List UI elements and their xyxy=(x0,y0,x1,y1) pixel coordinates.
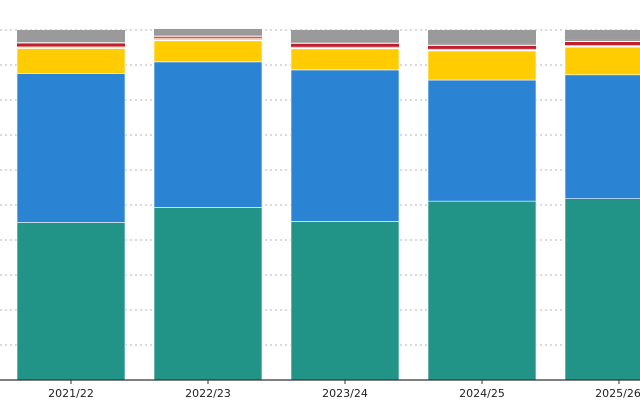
bar-segment xyxy=(291,43,399,47)
bar-segment xyxy=(291,30,399,42)
bar-segment xyxy=(291,42,399,44)
bar-segment xyxy=(17,42,125,44)
bar-segment xyxy=(17,47,125,49)
bar-segment xyxy=(16,73,126,223)
x-tick-label: 2023/24 xyxy=(322,387,368,400)
bar-segment xyxy=(428,43,536,45)
bar-segment xyxy=(290,69,400,222)
bar-segment xyxy=(16,48,126,74)
bar-stack xyxy=(427,30,537,381)
bar-stack xyxy=(564,30,640,381)
bar-segment xyxy=(154,39,262,41)
bar-segment xyxy=(428,48,536,50)
bar-segment xyxy=(17,30,125,42)
bar-segment xyxy=(564,198,640,381)
bar-segment xyxy=(154,28,262,35)
bar-segment xyxy=(565,40,640,42)
bar-segment xyxy=(427,50,537,81)
x-tick-label: 2025/26 xyxy=(595,387,640,400)
bar-segment xyxy=(565,30,640,40)
bars xyxy=(16,28,640,381)
bar-segment xyxy=(154,36,262,38)
bar-segment xyxy=(428,44,536,46)
bar-segment xyxy=(154,35,262,37)
bar-segment xyxy=(290,48,400,71)
bar-segment xyxy=(565,39,640,41)
bar-segment xyxy=(17,41,125,43)
bar-segment xyxy=(291,46,399,48)
x-tick-label: 2024/25 xyxy=(459,387,505,400)
bar-segment xyxy=(17,43,125,47)
bar-stack xyxy=(16,30,126,381)
bar-segment xyxy=(16,222,126,381)
bar-segment xyxy=(290,221,400,381)
bar-segment xyxy=(428,30,536,44)
bar-stack xyxy=(290,30,400,381)
bar-segment xyxy=(154,34,262,36)
bar-segment xyxy=(427,200,537,381)
bar-segment xyxy=(564,46,640,76)
x-tick-labels: 2021/22 2022/23 2023/24 2024/25 2025/26 xyxy=(48,380,640,400)
bar-segment xyxy=(153,61,263,208)
bar-segment xyxy=(428,49,536,51)
bar-segment xyxy=(565,45,640,47)
bar-segment xyxy=(564,74,640,200)
x-tick-label: 2022/23 xyxy=(185,387,231,400)
bar-segment xyxy=(154,37,262,40)
bar-segment xyxy=(153,40,263,63)
bar-segment xyxy=(153,207,263,381)
bar-segment xyxy=(565,46,640,48)
bar-segment xyxy=(565,41,640,46)
bar-segment xyxy=(427,79,537,202)
bar-segment xyxy=(291,47,399,49)
bar-stack xyxy=(153,28,263,381)
bar-segment xyxy=(428,45,536,49)
bar-segment xyxy=(17,46,125,48)
x-tick-label: 2021/22 xyxy=(48,387,94,400)
bar-segment xyxy=(291,41,399,43)
